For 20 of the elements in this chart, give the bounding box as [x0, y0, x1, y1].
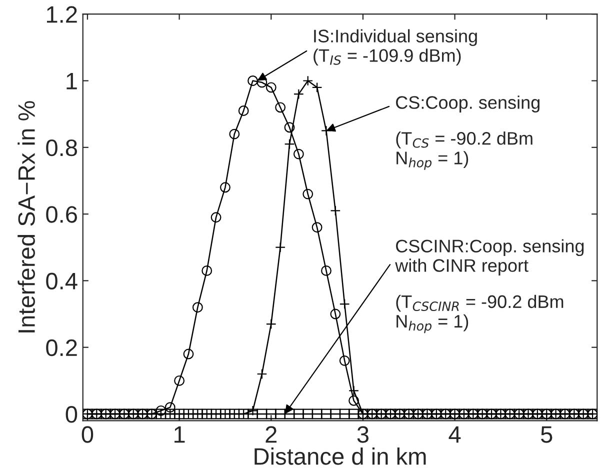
x-tick-label: 2 — [266, 426, 277, 443]
x-tick-label: 3 — [357, 426, 368, 443]
x-tick-label: 0 — [82, 426, 94, 443]
y-tick-label: 1.2 — [47, 6, 77, 23]
text: (T$_{CSCINR}$ = -90.2 dBm N$_{hop}$ = 1) — [396, 294, 564, 334]
annotation: CSCINR:Coop. sensing with CINR report — [395, 239, 584, 276]
y-tick-label: 0.6 — [46, 206, 77, 223]
y-tick-label: 0.8 — [46, 139, 77, 156]
text: (T$_{CS}$ = -90.2 dBm N$_{hop}$ = 1) — [396, 132, 532, 170]
annotation: CS:Coop. sensing — [396, 96, 540, 112]
x-tick-label: 5 — [541, 426, 552, 443]
y-tick-label: 0.4 — [46, 272, 78, 290]
annotation: IS:Individual sensing (T$_{IS}$ = -109.9 dBm) — [314, 29, 477, 66]
x-tick-label: 4 — [448, 426, 461, 443]
y-tick-label: 0 — [66, 406, 78, 423]
y-tick-label: 1 — [66, 73, 77, 90]
x-tick-label: 1 — [174, 426, 185, 443]
x-axis-title: Distance d in km — [254, 448, 426, 465]
y-axis-title: Interfered SA−Rx in % — [18, 101, 35, 332]
y-tick-label: 0.2 — [46, 339, 77, 356]
